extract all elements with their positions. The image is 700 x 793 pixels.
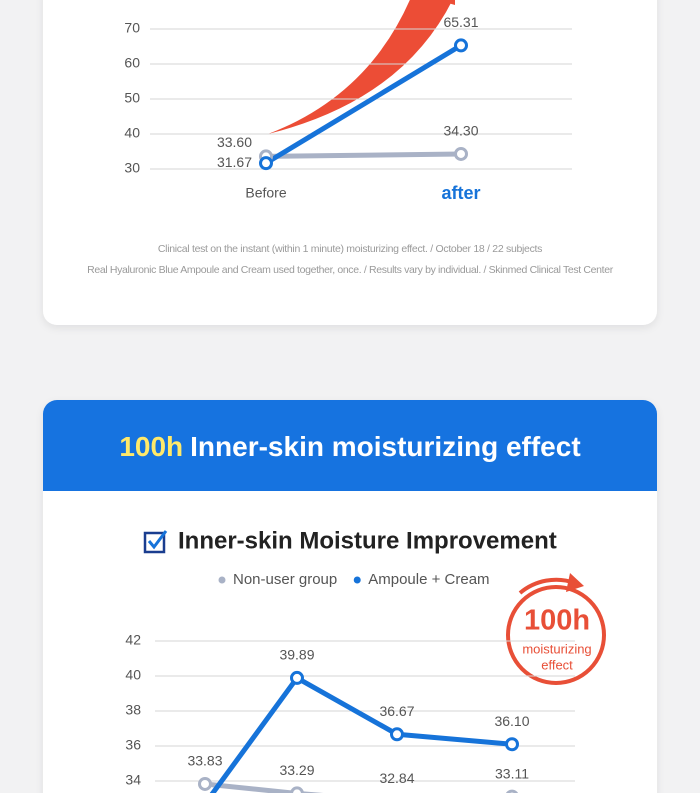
- data-point: [390, 727, 404, 742]
- y-tick-label: 38: [125, 702, 141, 718]
- footnote: Real Hyaluronic Blue Ampoule and Cream u…: [87, 264, 614, 276]
- footnote: Clinical test on the instant (within 1 m…: [158, 243, 542, 255]
- value-label: 31.67: [217, 154, 252, 170]
- y-tick-label: 30: [124, 160, 140, 176]
- value-label: 32.84: [379, 770, 414, 786]
- x-tick-label: after: [441, 183, 480, 203]
- y-tick-label: 34: [125, 772, 141, 788]
- legend-marker: [218, 576, 226, 584]
- series-line: [204, 781, 324, 793]
- legend-marker: [353, 576, 361, 584]
- value-label: 34.30: [443, 123, 478, 139]
- card: [43, 0, 657, 325]
- legend-label: Non-user group: [233, 571, 337, 588]
- y-tick-label: 40: [125, 667, 141, 683]
- value-label: 65.31: [443, 14, 478, 30]
- value-label: 36.67: [379, 703, 414, 719]
- series-line: [264, 43, 463, 166]
- badge-text: effect: [541, 657, 573, 672]
- value-label: 36.10: [494, 713, 529, 729]
- checkbox-icon: [143, 530, 168, 554]
- data-point: [198, 776, 212, 791]
- data-point: [290, 670, 304, 685]
- data-point: [454, 146, 468, 161]
- arrow-decoration: [268, 0, 453, 134]
- title: Inner-skin moisturizing effect: [190, 431, 581, 462]
- section-header: [43, 400, 657, 491]
- x-tick-label: Before: [245, 185, 286, 201]
- value-label: 39.89: [279, 647, 314, 663]
- data-point: [290, 786, 304, 793]
- value-label: 33.11: [495, 765, 529, 781]
- chart-title: Inner-skin Moisture Improvement: [178, 527, 557, 554]
- badge-number: 100h: [524, 605, 590, 637]
- data-point: [259, 156, 273, 171]
- highlight: 100h: [119, 431, 183, 462]
- series-line: [265, 151, 462, 159]
- value-label: 33.29: [279, 762, 314, 778]
- y-tick-label: 60: [124, 55, 140, 71]
- value-label: 33.60: [217, 134, 252, 150]
- data-point: [454, 38, 468, 53]
- section-title: 100h Inner-skin moisturizing effect: [119, 431, 580, 462]
- series-line: [209, 675, 513, 793]
- y-tick-label: 50: [124, 90, 140, 106]
- data-point: [505, 737, 519, 752]
- y-tick-label: 40: [124, 125, 140, 141]
- legend-label: Ampoule + Cream: [368, 571, 489, 588]
- y-tick-label: 42: [125, 632, 141, 648]
- badge-text: moisturizing: [522, 641, 591, 656]
- value-label: 33.83: [187, 753, 222, 769]
- y-tick-label: 70: [124, 20, 140, 36]
- card: [43, 400, 657, 793]
- badge: 100h moisturizing effect: [506, 573, 606, 685]
- arrow-head: [437, 0, 455, 5]
- y-tick-label: 36: [125, 737, 141, 753]
